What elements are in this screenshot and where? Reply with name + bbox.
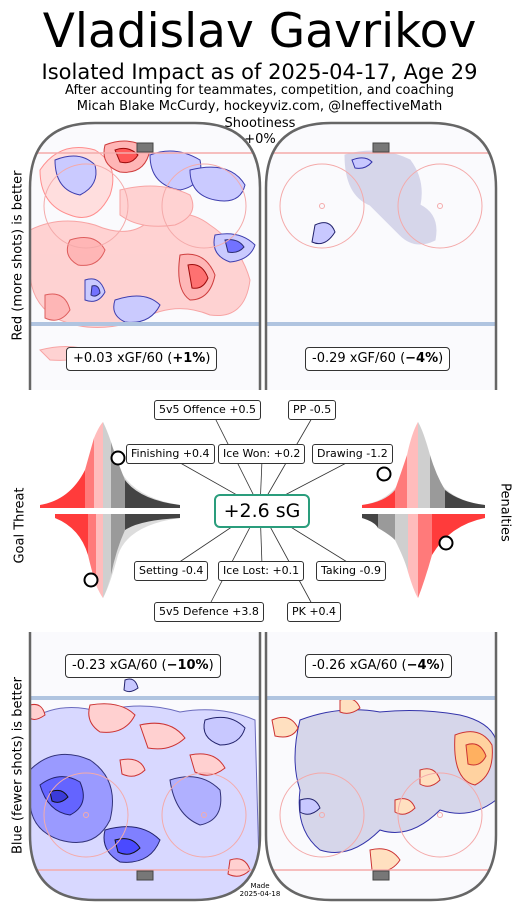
pk-box: PK +0.4	[287, 602, 342, 622]
finishing-marker	[110, 450, 126, 466]
defence-even-stat: -0.23 xGA/60 (−10%)	[65, 654, 221, 678]
taking-box: Taking -0.9	[316, 561, 386, 581]
drawing-box: Drawing -1.2	[312, 444, 393, 464]
page-subtitle: Isolated Impact as of 2025-04-17, Age 29	[41, 60, 478, 84]
offence-pp-rink	[264, 121, 498, 390]
setting-distribution	[55, 514, 180, 598]
defence-pk-heat	[271, 698, 496, 872]
ice-won-box: Ice Won: +0.2	[218, 444, 306, 464]
setting-marker	[83, 572, 99, 588]
page-title: Vladislav Gavrikov	[42, 4, 477, 59]
defence-pk-stat: -0.26 xGA/60 (−4%)	[305, 654, 452, 678]
credit-line-2: Micah Blake McCurdy, hockeyviz.com, @Ine…	[76, 99, 443, 114]
defence-5v5-box: 5v5 Defence +3.8	[154, 602, 264, 622]
drawing-distribution	[362, 422, 485, 508]
total-sg-box: +2.6 sG	[214, 494, 310, 528]
shootiness-value: +0%	[244, 132, 276, 147]
drawing-marker	[376, 466, 392, 482]
pp-box: PP -0.5	[288, 400, 337, 420]
shootiness-label: Shootiness	[224, 116, 296, 131]
offence-pp-stat: -0.29 xGF/60 (−4%)	[305, 347, 451, 371]
offence-5v5-box: 5v5 Offence +0.5	[154, 400, 262, 420]
finishing-distribution	[40, 422, 180, 508]
defence-even-heat	[30, 678, 260, 900]
offence-even-rink	[28, 121, 262, 390]
taking-marker	[438, 535, 454, 551]
setting-box: Setting -0.4	[134, 561, 209, 581]
offence-even-stat: +0.03 xGF/60 (+1%)	[66, 347, 218, 371]
credit-line-1: After accounting for teammates, competit…	[65, 83, 454, 98]
made-date: Made 2025-04-18	[239, 882, 281, 898]
ice-lost-box: Ice Lost: +0.1	[218, 561, 305, 581]
taking-distribution	[362, 514, 485, 598]
finishing-box: Finishing +0.4	[126, 444, 215, 464]
